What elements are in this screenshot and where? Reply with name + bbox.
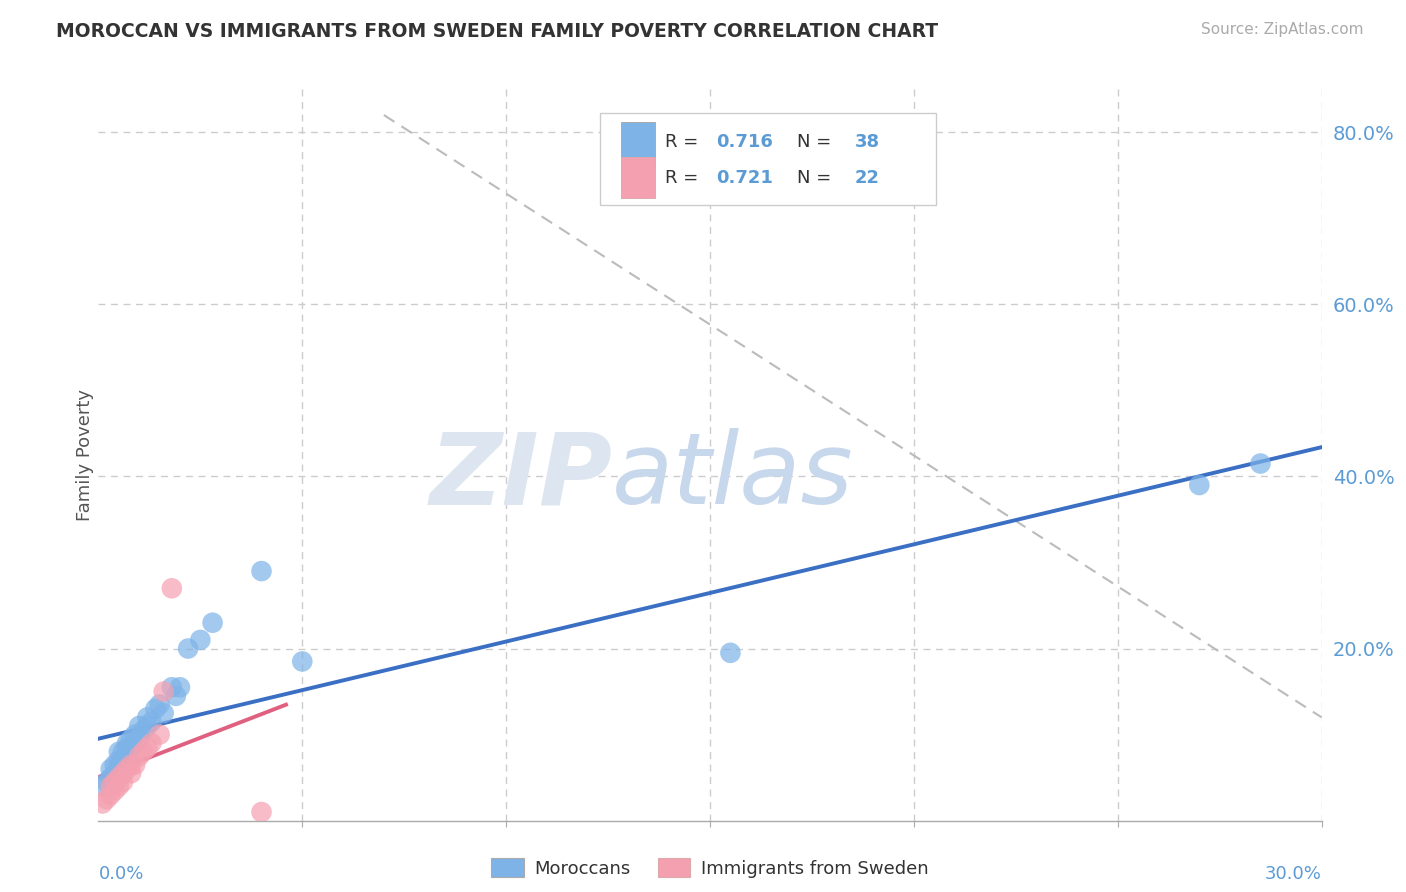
Point bbox=[100, 771, 122, 785]
Point bbox=[108, 771, 131, 785]
Text: 0.0%: 0.0% bbox=[98, 864, 143, 882]
Point bbox=[111, 753, 134, 767]
Point bbox=[169, 680, 191, 694]
Y-axis label: Family Poverty: Family Poverty bbox=[76, 389, 94, 521]
Point bbox=[128, 731, 150, 746]
Point bbox=[201, 615, 224, 630]
Point bbox=[136, 710, 159, 724]
Point bbox=[108, 779, 131, 793]
Text: N =: N = bbox=[797, 133, 837, 152]
Point bbox=[91, 797, 114, 811]
Point bbox=[128, 749, 150, 764]
Point bbox=[250, 564, 273, 578]
Point bbox=[104, 775, 127, 789]
Point bbox=[96, 775, 118, 789]
Point bbox=[100, 779, 122, 793]
Point bbox=[100, 762, 122, 776]
Point bbox=[120, 766, 142, 780]
Point bbox=[108, 762, 131, 776]
Point bbox=[120, 731, 142, 746]
Point bbox=[111, 775, 134, 789]
Text: R =: R = bbox=[665, 169, 704, 186]
Point bbox=[96, 792, 118, 806]
Point bbox=[124, 757, 146, 772]
Point bbox=[145, 702, 167, 716]
Text: 38: 38 bbox=[855, 133, 880, 152]
Point bbox=[160, 680, 183, 694]
Point bbox=[111, 745, 134, 759]
Point bbox=[1188, 478, 1211, 492]
Point bbox=[91, 779, 114, 793]
Point bbox=[160, 582, 183, 596]
FancyBboxPatch shape bbox=[600, 113, 936, 205]
Point bbox=[132, 723, 155, 738]
Point bbox=[177, 641, 200, 656]
Point bbox=[104, 757, 127, 772]
Point bbox=[100, 788, 122, 802]
Point bbox=[120, 757, 142, 772]
Text: 0.721: 0.721 bbox=[716, 169, 773, 186]
Point bbox=[120, 740, 142, 755]
FancyBboxPatch shape bbox=[620, 158, 655, 198]
Point bbox=[128, 719, 150, 733]
Point bbox=[124, 736, 146, 750]
Point bbox=[115, 740, 138, 755]
Point bbox=[136, 740, 159, 755]
Point bbox=[141, 736, 163, 750]
Point bbox=[115, 736, 138, 750]
Point bbox=[188, 632, 212, 647]
Point bbox=[250, 805, 273, 819]
Point bbox=[132, 745, 155, 759]
Point bbox=[291, 655, 314, 669]
Text: R =: R = bbox=[665, 133, 704, 152]
Point bbox=[165, 689, 187, 703]
Text: atlas: atlas bbox=[612, 428, 853, 525]
Text: Source: ZipAtlas.com: Source: ZipAtlas.com bbox=[1201, 22, 1364, 37]
Point bbox=[115, 762, 138, 776]
Legend: Moroccans, Immigrants from Sweden: Moroccans, Immigrants from Sweden bbox=[484, 851, 936, 885]
Point bbox=[111, 766, 134, 780]
Point bbox=[1249, 457, 1271, 471]
FancyBboxPatch shape bbox=[620, 122, 655, 162]
Point bbox=[104, 766, 127, 780]
Point bbox=[141, 714, 163, 729]
Text: N =: N = bbox=[797, 169, 837, 186]
Point bbox=[149, 728, 172, 742]
Point bbox=[108, 753, 131, 767]
Text: 0.716: 0.716 bbox=[716, 133, 773, 152]
Point bbox=[104, 783, 127, 797]
Point bbox=[124, 728, 146, 742]
Text: MOROCCAN VS IMMIGRANTS FROM SWEDEN FAMILY POVERTY CORRELATION CHART: MOROCCAN VS IMMIGRANTS FROM SWEDEN FAMIL… bbox=[56, 22, 938, 41]
Point bbox=[136, 719, 159, 733]
Point bbox=[152, 706, 174, 720]
Point bbox=[115, 749, 138, 764]
Text: 22: 22 bbox=[855, 169, 879, 186]
Point bbox=[718, 646, 742, 660]
Point bbox=[108, 745, 131, 759]
Point bbox=[152, 684, 174, 698]
Text: 30.0%: 30.0% bbox=[1265, 864, 1322, 882]
Point bbox=[149, 698, 172, 712]
Text: ZIP: ZIP bbox=[429, 428, 612, 525]
